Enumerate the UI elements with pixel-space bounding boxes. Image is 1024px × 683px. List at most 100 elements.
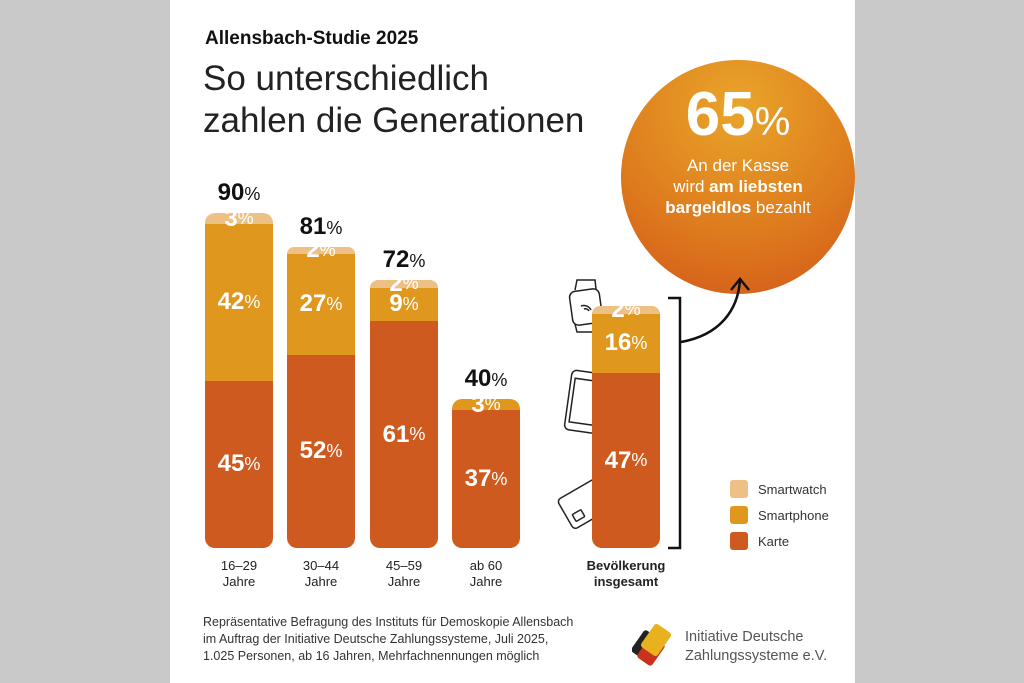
bar-segment-smartphone: 42%	[205, 224, 273, 381]
title-line: So unterschiedlich	[203, 59, 489, 98]
org-name: Initiative Deutsche Zahlungssysteme e.V.	[685, 628, 827, 666]
total-value: 90	[217, 179, 245, 207]
legend-item-smartwatch: Smartwatch	[730, 480, 827, 498]
page-title: So unterschiedlich zahlen die Generation…	[203, 58, 584, 142]
category-label: ab 60 Jahre	[432, 558, 540, 590]
source-note: Repräsentative Befragung des Instituts f…	[203, 614, 573, 665]
category-line: 30–44	[302, 558, 340, 573]
bar-segment-karte: 37%	[452, 410, 520, 548]
category-label: 30–44 Jahre	[267, 558, 375, 590]
percent-sign: %	[244, 184, 261, 205]
smartwatch-icon	[568, 279, 604, 333]
legend-swatch	[730, 506, 748, 524]
percent-sign: %	[484, 394, 501, 415]
data-label: 9	[389, 290, 403, 318]
category-line: insgesamt	[593, 574, 659, 589]
org-line: Initiative Deutsche	[685, 629, 804, 645]
highlight-text: bezahlt	[751, 198, 811, 217]
category-line: Bevölkerung	[586, 558, 666, 573]
percent-sign: %	[631, 332, 648, 353]
bar-segment-smartwatch: 2%	[592, 296, 660, 323]
percent-sign: %	[491, 468, 508, 489]
data-label: 42	[217, 288, 245, 316]
legend-swatch	[730, 532, 748, 550]
total-value: 40	[464, 365, 492, 393]
bar-segment-smartwatch: 2%	[370, 270, 438, 297]
percent-sign: %	[491, 370, 508, 391]
highlight-text: wird	[673, 177, 710, 196]
percent-sign: %	[409, 424, 426, 445]
source-line: Repräsentative Befragung des Instituts f…	[203, 615, 574, 629]
bar-segment-smartphone: 9%	[370, 287, 438, 322]
category-line: 45–59	[385, 558, 423, 573]
source-line: im Auftrag der Initiative Deutsche Zahlu…	[203, 632, 549, 646]
highlight-value: 65	[685, 80, 755, 149]
percent-sign: %	[244, 291, 261, 312]
highlight-text: am liebsten	[709, 177, 803, 196]
data-label: 3	[471, 390, 485, 418]
source-line: 1.025 Personen, ab 16 Jahren, Mehrfachne…	[203, 649, 540, 663]
percent-sign: %	[237, 208, 254, 229]
highlight-text: bargeldlos	[665, 198, 752, 217]
bar-segment-karte: 45%	[205, 380, 273, 548]
category-label: Bevölkerung insgesamt	[572, 558, 680, 590]
bar-segment-smartwatch: 3%	[205, 205, 273, 232]
data-label: 52	[299, 437, 327, 465]
bar-segment-smartphone: 27%	[287, 254, 355, 355]
total-value: 72	[382, 246, 410, 274]
category-line: 16–29	[220, 558, 258, 573]
bracket	[668, 296, 682, 550]
bar-total-label: 40%	[442, 365, 530, 393]
org-logo	[632, 623, 672, 666]
bar-segment-smartphone: 16%	[592, 313, 660, 374]
data-label: 2	[389, 269, 403, 297]
total-value: 81	[299, 212, 327, 240]
bar-segment-smartwatch: 2%	[287, 236, 355, 263]
bar-segment-karte: 52%	[287, 354, 355, 548]
percent-sign: %	[326, 293, 343, 314]
bar-segment-smartphone: 3%	[452, 391, 520, 418]
data-label: 45	[217, 450, 245, 478]
highlight-text: An der Kasse	[686, 156, 790, 175]
data-label: 61	[382, 420, 410, 448]
percent-sign: %	[631, 450, 648, 471]
bar-segment-karte: 61%	[370, 321, 438, 548]
category-line: ab 60	[469, 558, 503, 573]
org-line: Zahlungssysteme e.V.	[685, 648, 828, 664]
percent-sign: %	[326, 217, 343, 238]
percent-sign: %	[319, 239, 336, 260]
legend-swatch	[730, 480, 748, 498]
title-line: zahlen die Generationen	[203, 101, 585, 140]
data-label: 2	[306, 236, 320, 264]
highlight-circle: 65% An der Kasse wird am liebsten bargel…	[621, 60, 855, 294]
kicker: Allensbach-Studie 2025	[205, 28, 419, 49]
legend-item-karte: Karte	[730, 532, 789, 550]
category-line: Jahre	[469, 574, 503, 589]
legend-label: Karte	[758, 533, 790, 549]
percent-sign: %	[409, 251, 426, 272]
bar-segment-karte: 47%	[592, 373, 660, 548]
percent-sign: %	[244, 453, 261, 474]
percent-sign: %	[402, 293, 419, 314]
category-line: Jahre	[222, 574, 256, 589]
bar-total-label: 72%	[360, 246, 448, 274]
category-line: Jahre	[304, 574, 338, 589]
data-label: 3	[224, 204, 238, 232]
legend-label: Smartphone	[758, 507, 829, 523]
bar-total-label: 81%	[277, 213, 365, 241]
legend-item-smartphone: Smartphone	[730, 506, 829, 524]
bar-total-label: 90%	[195, 179, 283, 207]
percent-sign: %	[326, 440, 343, 461]
highlight-unit: %	[754, 100, 791, 144]
data-label: 37	[464, 465, 492, 493]
category-label: 16–29 Jahre	[185, 558, 293, 590]
arrow-icon	[680, 277, 750, 344]
legend-label: Smartwatch	[758, 481, 827, 497]
percent-sign: %	[624, 299, 641, 320]
category-line: Jahre	[387, 574, 421, 589]
data-label: 16	[604, 329, 632, 357]
data-label: 47	[604, 446, 632, 474]
data-label: 2	[611, 295, 625, 323]
percent-sign: %	[402, 273, 419, 294]
